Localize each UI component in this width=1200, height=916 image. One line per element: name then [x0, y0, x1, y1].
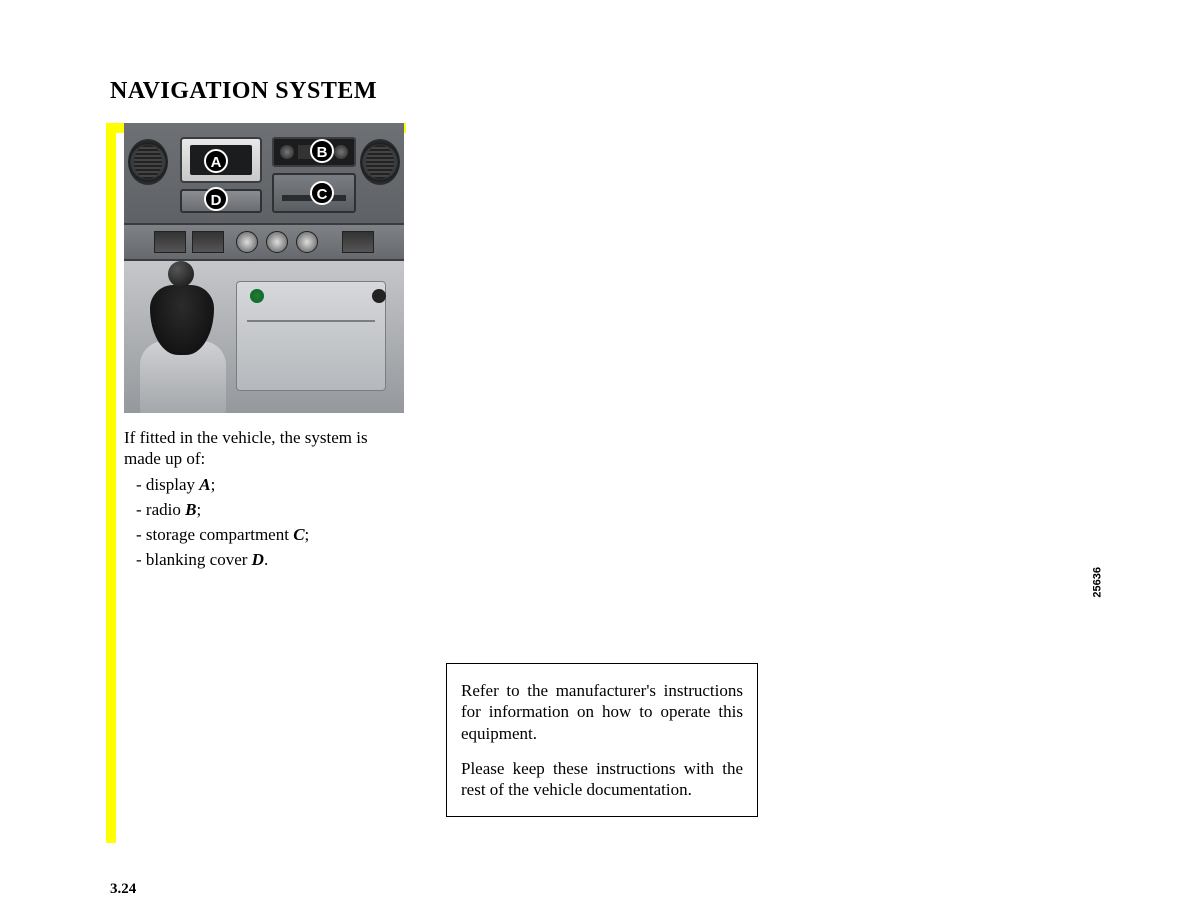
item-ref: D: [252, 550, 264, 569]
note-paragraph: Refer to the manufacturer's instructions…: [461, 680, 743, 744]
callout-d: D: [204, 187, 228, 211]
hvac-dial-icon: [296, 231, 318, 253]
callout-a: A: [204, 149, 228, 173]
manual-page: NAVIGATION SYSTEM: [110, 78, 1090, 575]
item-ref: B: [185, 500, 196, 519]
item-text: .: [264, 550, 268, 569]
page-number: 3.24: [110, 881, 136, 898]
callout-c: C: [310, 181, 334, 205]
accent-bar-vertical: [106, 123, 116, 843]
switch-icon: [192, 231, 224, 253]
note-paragraph: Please keep these instructions with the …: [461, 758, 743, 801]
item-text: ;: [211, 475, 216, 494]
hvac-dial-icon: [266, 231, 288, 253]
switch-icon: [342, 231, 374, 253]
item-text: - blanking cover: [136, 550, 252, 569]
body-text: If fitted in the vehicle, the system is …: [124, 427, 404, 571]
note-box: Refer to the manufacturer's instructions…: [446, 663, 758, 817]
switch-icon: [154, 231, 186, 253]
item-text: - radio: [136, 500, 185, 519]
air-vent-left-icon: [128, 139, 168, 185]
gear-shifter: [146, 261, 218, 401]
item-text: - display: [136, 475, 199, 494]
item-text: ;: [305, 525, 310, 544]
item-text: ;: [196, 500, 201, 519]
hazard-button-icon: [250, 289, 264, 303]
air-vent-right-icon: [360, 139, 400, 185]
dashboard-figure: A B C D: [124, 123, 404, 413]
figure-number: 25636: [1092, 567, 1104, 598]
item-ref: A: [199, 475, 210, 494]
list-item: - blanking cover D.: [124, 549, 404, 570]
page-title: NAVIGATION SYSTEM: [110, 78, 1090, 105]
list-item: - storage compartment C;: [124, 524, 404, 545]
content-column: A B C D 25636 If fitted in the vehicle, …: [110, 123, 1090, 571]
list-item: - radio B;: [124, 499, 404, 520]
item-ref: C: [293, 525, 304, 544]
callout-b: B: [310, 139, 334, 163]
list-item: - display A;: [124, 474, 404, 495]
item-text: - storage compartment: [136, 525, 293, 544]
lighter-socket-icon: [372, 289, 386, 303]
hvac-dial-icon: [236, 231, 258, 253]
intro-text: If fitted in the vehicle, the system is …: [124, 427, 404, 470]
